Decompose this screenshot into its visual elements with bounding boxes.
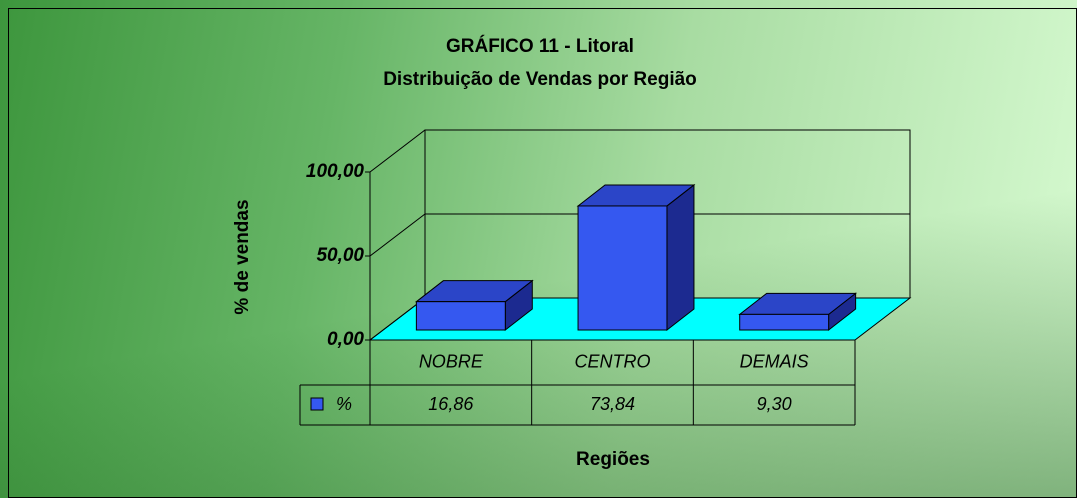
bar: [738, 292, 858, 332]
y-axis-label: % de vendas: [232, 199, 253, 314]
legend-key: [310, 397, 324, 411]
bar: [414, 279, 534, 332]
chart-title: GRÁFICO 11 - Litoral: [446, 35, 634, 57]
x-tick-label: NOBRE: [419, 351, 484, 371]
x-tick-label: DEMAIS: [740, 351, 809, 371]
bar: [576, 183, 696, 332]
y-tick-label: 0,00: [327, 329, 364, 350]
x-tick-label: CENTRO: [575, 351, 651, 371]
grid-line: [369, 129, 910, 173]
grid-line: [369, 213, 910, 257]
data-label: 9,30: [757, 394, 792, 414]
legend-label: %: [336, 394, 352, 414]
data-label: 73,84: [590, 394, 635, 414]
y-tick-label: 100,00: [306, 161, 365, 182]
bar-side: [666, 183, 695, 332]
bar-front: [577, 205, 668, 331]
y-tick-label: 50,00: [316, 245, 364, 266]
bar-front: [739, 313, 830, 331]
data-label: 16,86: [428, 394, 474, 414]
x-axis-label: Regiões: [576, 449, 650, 470]
chart-subtitle: Distribuição de Vendas por Região: [383, 69, 697, 90]
bar-front: [415, 301, 506, 331]
